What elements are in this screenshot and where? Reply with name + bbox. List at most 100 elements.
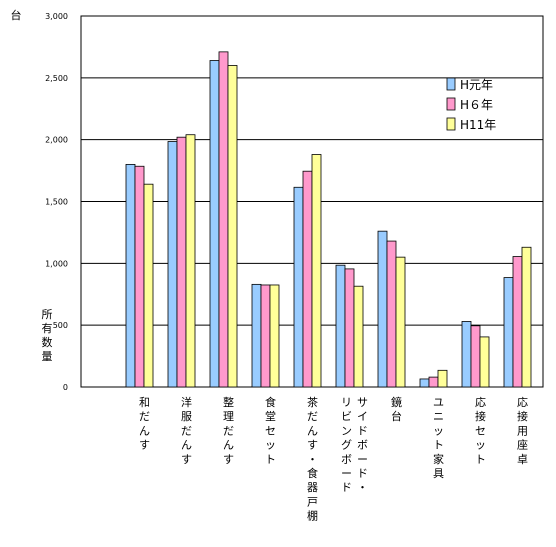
legend-swatch-h6: [446, 97, 456, 111]
category-labels: 和だんす洋服だんす整理だんす食堂セット茶だんす・食器戸棚サイドボード・リビングボ…: [139, 395, 528, 523]
category-label-char: 食: [265, 395, 276, 409]
bar: [512, 256, 523, 388]
category-label-char: 服: [181, 410, 192, 423]
category-label-char: ん: [307, 424, 318, 437]
bar: [521, 246, 532, 388]
category-label-char: 茶: [307, 396, 318, 409]
category-label-char: ん: [223, 439, 234, 452]
category-label-char: ー: [357, 453, 368, 466]
bar: [428, 376, 439, 388]
bar: [311, 154, 322, 388]
category-label-char: セ: [475, 424, 486, 437]
category-label-char: ビ: [341, 410, 352, 423]
category-label-char: 接: [475, 410, 486, 423]
category-label-char: す: [223, 453, 234, 466]
category-label-char: ボ: [341, 453, 352, 466]
category-label-char: ト: [475, 453, 486, 466]
y-axis-label: 所 有 数 量: [42, 308, 53, 363]
bar: [461, 321, 472, 388]
category-label-char: 堂: [265, 410, 276, 423]
y-label-char: 所: [42, 308, 53, 321]
y-tick-labels: 0 500 1,000 1,500 2,000 2,500 3,000: [45, 12, 68, 392]
category-label-char: ボ: [357, 439, 368, 452]
bar: [503, 277, 514, 388]
category-label-char: す: [139, 439, 150, 452]
category-label-char: 和: [139, 396, 150, 409]
category-label-char: グ: [341, 438, 352, 452]
category-label-char: 整: [223, 395, 234, 409]
bar: [227, 65, 238, 388]
category-label-char: だ: [139, 410, 150, 423]
bar: [437, 369, 448, 388]
y-tick-label: 500: [53, 321, 68, 330]
y-tick-label: 2,500: [45, 74, 68, 83]
bar: [353, 285, 364, 388]
category-label-char: ・: [307, 453, 318, 466]
bar: [386, 240, 397, 388]
category-label-char: だ: [307, 410, 318, 423]
category-label-char: 洋: [181, 395, 192, 409]
category-label-char: ッ: [265, 439, 276, 452]
category-label-char: ト: [265, 453, 276, 466]
y-label-char: 量: [42, 350, 53, 363]
category-label: 鏡台: [391, 395, 402, 423]
bar: [167, 141, 178, 388]
y-tick-label: 3,000: [45, 12, 68, 21]
category-label-char: す: [307, 439, 318, 452]
category-label-char: 用: [517, 424, 528, 437]
bar: [125, 163, 136, 388]
category-label-char: ・: [357, 481, 368, 494]
category-label-char: ト: [433, 439, 444, 452]
legend-label-h11: H11年: [460, 118, 496, 132]
category-label-char: 応: [517, 395, 528, 409]
bar: [479, 336, 490, 388]
category-label-char: ン: [341, 424, 352, 437]
bars: [125, 51, 532, 388]
category-label-char: ん: [181, 439, 192, 452]
bar: [269, 284, 280, 388]
bar: [302, 170, 313, 388]
category-label-char: ド: [357, 424, 368, 437]
category-label-char: ッ: [475, 439, 486, 452]
legend: H元年 H６年 H11年: [446, 77, 496, 132]
legend-label-h1: H元年: [460, 78, 493, 92]
y-tick-label: 1,000: [45, 259, 68, 268]
category-label-char: ド: [341, 481, 352, 494]
bar: [176, 136, 187, 388]
category-label-char: 座: [517, 438, 528, 452]
category-label-char: 台: [391, 409, 402, 423]
category-label-char: 応: [475, 395, 486, 409]
category-label-char: 鏡: [391, 395, 402, 409]
legend-swatch-h11: [446, 117, 456, 131]
category-label-char: 理: [223, 410, 234, 423]
category-label-char: ユ: [433, 396, 444, 409]
category-label-char: 食: [307, 466, 318, 480]
bar: [335, 264, 346, 388]
legend-swatch-h1: [446, 77, 456, 91]
y-tick-label: 1,500: [45, 198, 68, 207]
category-label-char: イ: [357, 410, 368, 423]
category-label-char: セ: [265, 424, 276, 437]
bar: [419, 378, 430, 388]
bar: [143, 183, 154, 388]
category-label-char: 具: [433, 467, 444, 480]
y-label-char: 数: [42, 336, 53, 349]
y-tick-label: 0: [63, 383, 68, 392]
bar: [377, 230, 388, 388]
bar: [260, 284, 271, 388]
category-label-char: だ: [223, 424, 234, 437]
category-label-char: だ: [181, 424, 192, 437]
bar: [395, 256, 406, 388]
category-label-char: 棚: [307, 509, 318, 523]
category-label-char: ニ: [433, 410, 444, 423]
category-label-char: ん: [139, 424, 150, 437]
category-label-char: ド: [357, 467, 368, 480]
category-label-char: サ: [357, 396, 368, 409]
y-unit-label: 台: [11, 8, 22, 22]
